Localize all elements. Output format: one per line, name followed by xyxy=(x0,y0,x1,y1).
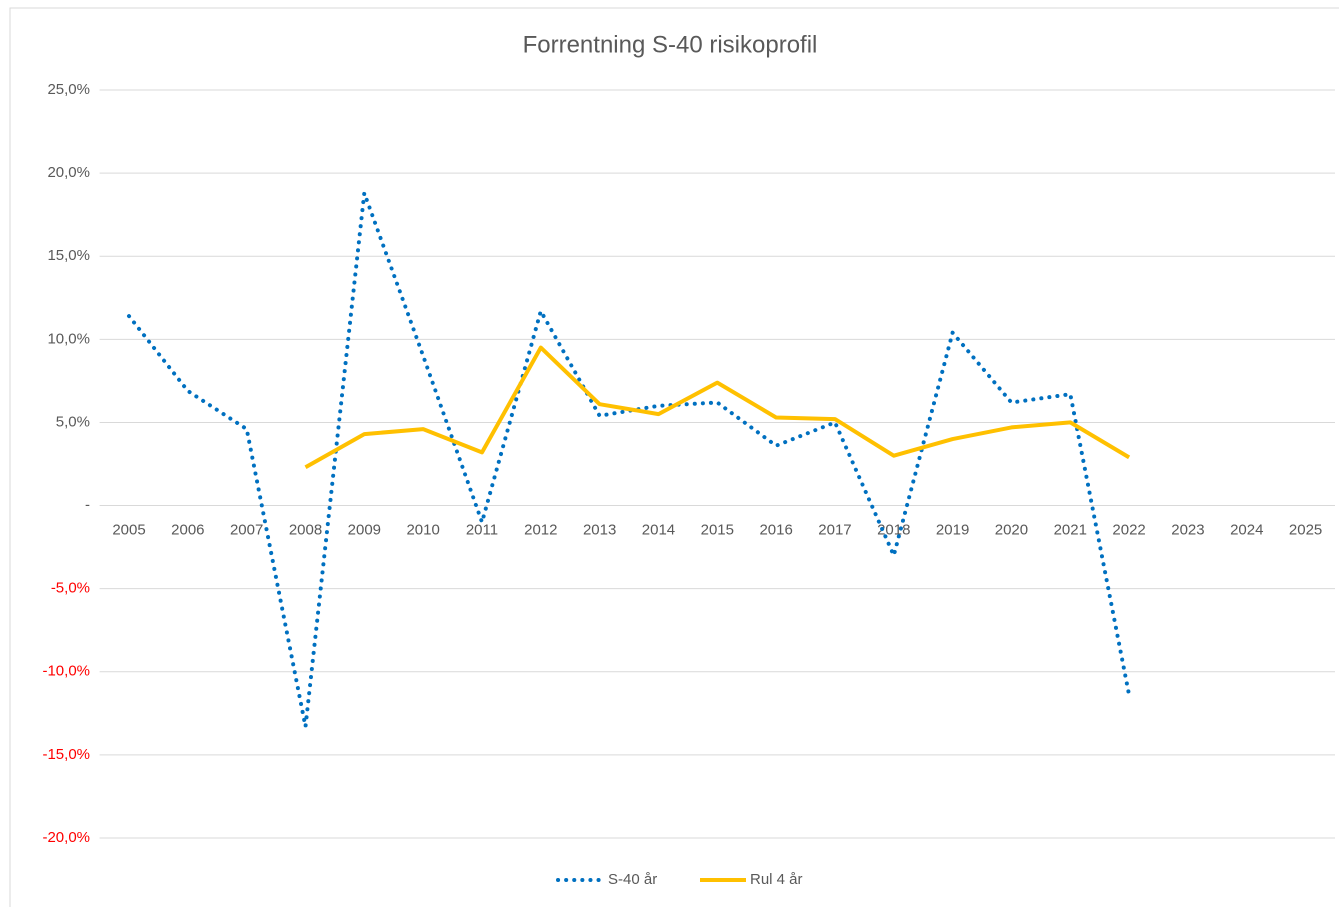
x-tick-label: 2021 xyxy=(1054,522,1087,539)
series-line xyxy=(304,345,1131,470)
x-tick-label: 2013 xyxy=(583,522,616,539)
y-tick-label: 5,0% xyxy=(56,413,90,430)
x-tick-label: 2007 xyxy=(230,522,263,539)
x-tick-label: 2015 xyxy=(701,522,734,539)
x-tick-label: 2023 xyxy=(1171,522,1204,539)
x-tick-label: 2020 xyxy=(995,522,1028,539)
y-tick-label: -5,0% xyxy=(51,580,90,597)
legend-label: Rul 4 år xyxy=(750,871,803,888)
chart-border xyxy=(9,7,1339,907)
chart-title: Forrentning S-40 risikoprofil xyxy=(523,31,818,58)
x-tick-label: 2018 xyxy=(877,522,910,539)
y-tick-label: -10,0% xyxy=(42,663,90,680)
y-tick-label: 20,0% xyxy=(47,164,90,181)
x-tick-label: 2010 xyxy=(406,522,439,539)
y-tick-label: 25,0% xyxy=(47,81,90,98)
y-tick-label: 10,0% xyxy=(47,330,90,347)
x-tick-label: 2016 xyxy=(759,522,792,539)
x-tick-label: 2022 xyxy=(1112,522,1145,539)
x-tick-label: 2012 xyxy=(524,522,557,539)
x-tick-label: 2024 xyxy=(1230,522,1263,539)
legend-label: S-40 år xyxy=(608,871,657,888)
x-tick-label: 2008 xyxy=(289,522,322,539)
x-tick-label: 2006 xyxy=(171,522,204,539)
x-tick-label: 2025 xyxy=(1289,522,1322,539)
y-tick-label: 15,0% xyxy=(47,247,90,264)
x-tick-label: 2019 xyxy=(936,522,969,539)
x-tick-label: 2009 xyxy=(348,522,381,539)
x-tick-label: 2017 xyxy=(818,522,851,539)
x-tick-label: 2005 xyxy=(112,522,145,539)
y-tick-label: -15,0% xyxy=(42,746,90,763)
x-tick-label: 2011 xyxy=(466,522,498,539)
y-tick-label: - xyxy=(85,497,90,514)
y-tick-label: -20,0% xyxy=(42,829,90,846)
x-tick-label: 2014 xyxy=(642,522,675,539)
